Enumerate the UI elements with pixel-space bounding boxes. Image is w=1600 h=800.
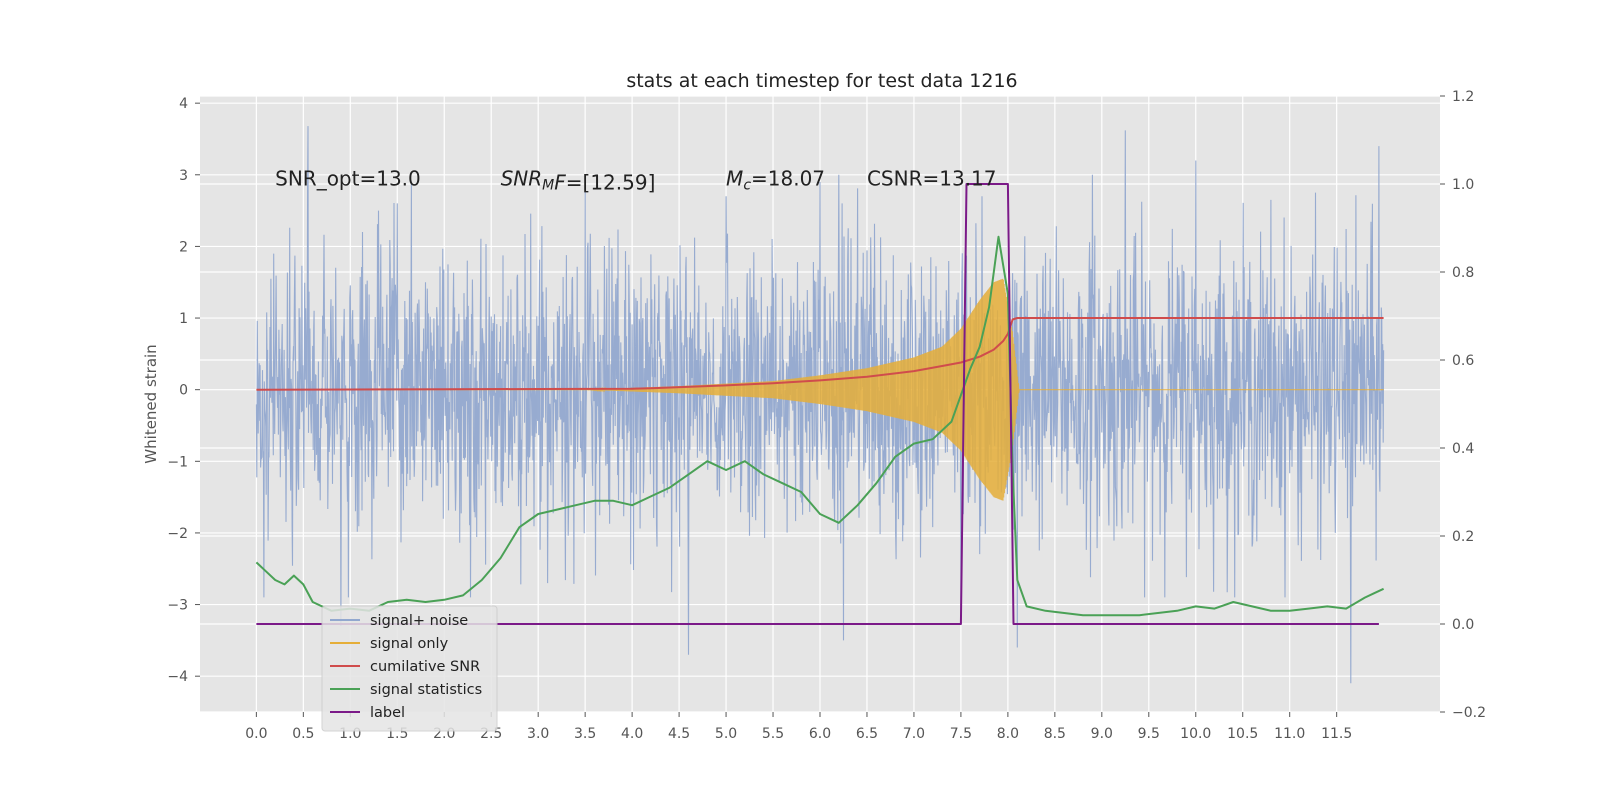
y2-tick-label: 1.2 [1452,89,1474,105]
y-axis-left: 4 3 2 1 0 −1 −2 −3 −4 [167,96,200,685]
x-axis: 0.0 0.5 1.0 1.5 2.0 2.5 3.0 3.5 4.0 4.5 5.0 5.5 6.0 6… [245,712,1352,742]
x-tick-label: 5.5 [762,726,784,742]
y-axis-right: 1.2 1.0 0.8 0.6 0.4 0.2 0.0 −0.2 [1440,89,1486,721]
legend-label: cumilative SNR [370,659,480,675]
annotation-3: Mc=18.07 [726,167,825,194]
y-tick-label: 1 [179,311,188,327]
signal-noise-series [255,126,1385,684]
x-tick-label: 9.5 [1138,726,1160,742]
x-tick-label: 6.5 [856,726,878,742]
x-tick-label: 8.0 [997,726,1019,742]
x-tick-label: 7.0 [903,726,925,742]
legend-label: signal+ noise [370,613,468,629]
x-tick-label: 0.0 [245,726,267,742]
y-tick-label: 3 [179,168,188,184]
annotation-1: SNR_opt=13.0 [275,167,421,191]
chart-title: stats at each timestep for test data 121… [626,70,1017,92]
label-line [256,183,1379,625]
y2-tick-label: 0.6 [1452,353,1474,369]
x-tick-label: 4.5 [668,726,690,742]
x-tick-label: 11.0 [1274,726,1305,742]
legend-label: signal only [370,636,449,652]
x-tick-label: 11.5 [1321,726,1352,742]
y-tick-label: 0 [179,383,188,399]
legend-box [321,605,498,732]
x-tick-label: 0.5 [292,726,314,742]
x-tick-label: 4.0 [621,726,643,742]
legend-label: label [370,705,405,721]
x-tick-label: 3.5 [574,726,596,742]
legend: signal+ noise signal only cumilative SNR si… [321,605,498,732]
annotation-math-subscript: c [743,178,751,194]
x-tick-label: 9.0 [1091,726,1113,742]
cumilative-snr-line [256,317,1384,391]
y2-tick-label: 0.4 [1452,441,1474,457]
y-tick-label: 2 [179,239,188,255]
annotations: SNR_opt=13.0 SNRMF=[12.59] Mc=18.07 CSNR=13… [275,167,996,195]
y-tick-label: −4 [167,669,188,685]
x-tick-label: 5.0 [715,726,737,742]
y2-tick-label: 0.8 [1452,265,1474,281]
annotation-4: CSNR=13.17 [867,167,997,191]
x-tick-label: 7.5 [950,726,972,742]
y2-tick-label: 0.2 [1452,529,1474,545]
annotation-math-italic: F [554,171,566,195]
x-tick-label: 8.5 [1044,726,1066,742]
x-tick-label: 3.0 [527,726,549,742]
x-tick-label: 10.0 [1180,726,1211,742]
y2-tick-label: 0.0 [1452,617,1474,633]
x-tick-label: 6.0 [809,726,831,742]
y-tick-label: −2 [167,526,188,542]
y2-tick-label: 1.0 [1452,177,1474,193]
annotation-2: SNRMF=[12.59] [501,167,656,195]
annotation-math-base: M [726,167,743,191]
annotation-math-rest: =[12.59] [566,171,656,195]
line-series [255,183,1385,625]
legend-label: signal statistics [370,682,482,698]
y-tick-label: −3 [167,598,188,614]
y2-tick-label: −0.2 [1452,705,1486,721]
x-tick-label: 10.5 [1227,726,1258,742]
annotation-math-rest: =18.07 [751,167,825,191]
y-axis-label: Whitened strain [142,344,160,463]
signal-statistics-line [255,235,1385,617]
y-tick-label: −1 [167,454,188,470]
y-tick-label: 4 [179,96,188,112]
annotation-math-subscript: M [542,178,554,194]
annotation-math-base: SNR [501,167,543,191]
signal-noise-line [255,126,1385,684]
